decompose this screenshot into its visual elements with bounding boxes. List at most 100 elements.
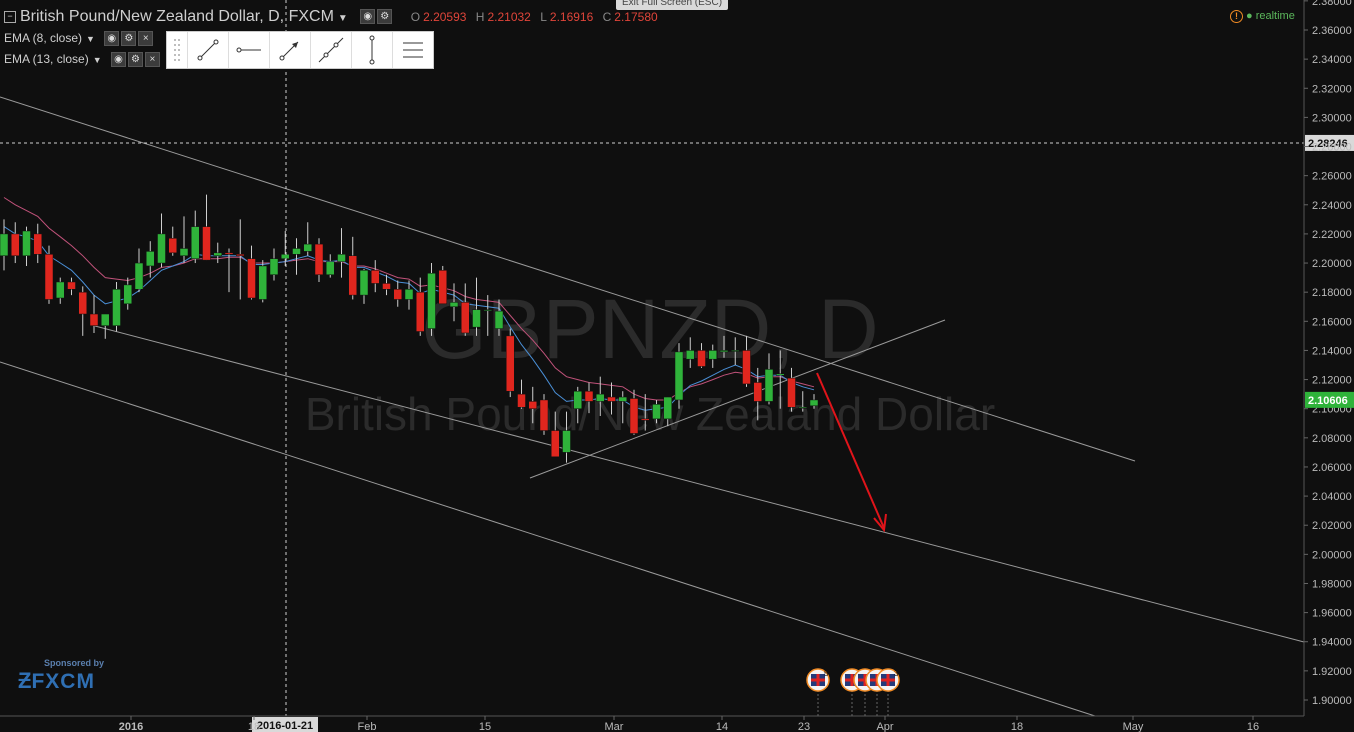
- candle-body: [314, 243, 324, 275]
- time-tick-label: 16: [1247, 721, 1259, 732]
- chevron-down-icon[interactable]: ▼: [337, 13, 348, 24]
- candle-body: [573, 390, 582, 409]
- high-value: 2.21032: [487, 10, 531, 24]
- candle-body: [742, 350, 751, 385]
- indicator-label[interactable]: EMA (13, close): [4, 52, 89, 66]
- exit-fullscreen-button[interactable]: Exit Full Screen (ESC): [616, 0, 729, 10]
- menu-icon[interactable]: [393, 32, 433, 68]
- event-count-badge: 3: [894, 669, 899, 678]
- eye-icon[interactable]: ◉: [360, 9, 376, 25]
- trend-line-icon[interactable]: [188, 32, 229, 68]
- close-label: C: [602, 10, 612, 24]
- sponsor-logo[interactable]: Sponsored by ƵFXCM: [18, 658, 104, 694]
- price-tick-label: 2.30000: [1312, 112, 1352, 124]
- candle-body: [551, 430, 560, 458]
- sponsor-brand: FXCM: [31, 670, 95, 693]
- price-tick-label: 2.18000: [1312, 287, 1352, 299]
- symbol-title[interactable]: British Pound/New Zealand Dollar, D, FXC…: [20, 8, 334, 25]
- realtime-label: realtime: [1255, 10, 1295, 22]
- time-tick-label: Mar: [605, 721, 624, 732]
- trend-line[interactable]: [0, 96, 1136, 462]
- candle-body: [438, 270, 447, 305]
- price-tick-label: 2.22000: [1312, 229, 1352, 241]
- candle-body: [686, 350, 695, 360]
- eye-icon[interactable]: ◉: [104, 31, 120, 47]
- trend-line[interactable]: [94, 325, 1305, 643]
- candle-body: [629, 398, 639, 434]
- candle-body: [404, 289, 414, 300]
- horizontal-ray-icon[interactable]: [229, 32, 270, 68]
- price-tick-label: 2.00000: [1312, 549, 1352, 561]
- price-tick-label: 1.98000: [1312, 578, 1352, 590]
- collapse-icon[interactable]: −: [4, 10, 16, 23]
- candle-body: [787, 377, 796, 408]
- trend-line[interactable]: [0, 361, 1096, 717]
- trend-line[interactable]: [529, 319, 946, 479]
- candle-body: [753, 382, 762, 402]
- event-flag[interactable]: 3: [876, 668, 900, 716]
- eye-icon[interactable]: ◉: [110, 52, 126, 68]
- drawing-toolbar: [166, 31, 434, 69]
- candle-body: [528, 401, 537, 409]
- indicator-label[interactable]: EMA (8, close): [4, 31, 83, 45]
- candle-body: [236, 254, 245, 257]
- trend-line-drawings[interactable]: [0, 96, 1305, 717]
- candlestick-series: [0, 194, 819, 463]
- chevron-down-icon[interactable]: ▼: [92, 55, 102, 65]
- forecast-arrow-line[interactable]: [816, 372, 885, 529]
- event-flag[interactable]: 5: [806, 668, 830, 716]
- drag-handle-icon[interactable]: [167, 32, 188, 68]
- candle-body: [269, 258, 279, 275]
- close-icon[interactable]: ×: [144, 52, 160, 68]
- indicator-ema-13[interactable]: EMA (13, close) ▼ ◉ ⚙ ×: [4, 52, 160, 68]
- price-tick-label: 2.26000: [1312, 171, 1352, 183]
- chart-header: − British Pound/New Zealand Dollar, D, FX…: [4, 8, 658, 26]
- time-tick-label: 18: [248, 721, 260, 732]
- warning-icon[interactable]: !: [1230, 10, 1243, 23]
- price-axis[interactable]: 2.38000 2.36000 2.34000 2.32000 2.30000 2.280…: [1303, 0, 1354, 716]
- gear-icon[interactable]: ⚙: [121, 31, 137, 47]
- extended-line-icon[interactable]: [311, 32, 352, 68]
- price-tick-label: 2.20000: [1312, 258, 1352, 270]
- candle-body: [809, 399, 819, 407]
- candle-body: [146, 251, 155, 267]
- candle-body: [472, 309, 481, 328]
- price-tick-label: 2.24000: [1312, 200, 1352, 212]
- crosshair-date-label: 2016-01-21: [257, 720, 313, 732]
- candle-body: [798, 406, 807, 409]
- chevron-down-icon[interactable]: ▼: [86, 34, 95, 44]
- arrow-line-icon[interactable]: [270, 32, 311, 68]
- candle-body: [179, 248, 189, 257]
- vertical-line-icon[interactable]: [352, 32, 393, 68]
- candle-body: [258, 265, 267, 300]
- forecast-arrow[interactable]: [816, 372, 887, 533]
- price-tick-label: 2.12000: [1312, 375, 1352, 387]
- gear-icon[interactable]: ⚙: [127, 52, 143, 68]
- candle-body: [719, 350, 729, 353]
- indicator-ema-8[interactable]: EMA (8, close) ▼ ◉ ⚙ ×: [4, 31, 154, 47]
- time-axis[interactable]: 2016 18 Feb 15 Mar 14 23 Apr 18 May 16: [0, 715, 1304, 732]
- candle-body: [584, 390, 594, 402]
- candle-body: [371, 270, 380, 284]
- candle-body: [101, 313, 110, 326]
- candle-body: [764, 369, 774, 402]
- price-tick-label: 2.06000: [1312, 462, 1352, 474]
- time-tick-label: 15: [479, 721, 491, 732]
- candle-body: [78, 291, 87, 315]
- gear-icon[interactable]: ⚙: [377, 9, 393, 25]
- price-tick-label: 2.08000: [1312, 433, 1352, 445]
- candle-body: [506, 335, 515, 392]
- event-count-badge: 5: [824, 669, 829, 678]
- price-tick-label: 2.28000: [1312, 142, 1352, 154]
- candle-body: [22, 230, 31, 257]
- last-price-box: [1305, 391, 1354, 408]
- candle-body: [56, 281, 65, 299]
- close-icon[interactable]: ×: [138, 31, 154, 47]
- realtime-status: ! ● realtime: [1230, 10, 1295, 23]
- time-tick-label: 18: [1011, 721, 1023, 732]
- candle-body: [191, 226, 200, 259]
- price-tick-label: 1.94000: [1312, 637, 1352, 649]
- candle-body: [427, 272, 436, 329]
